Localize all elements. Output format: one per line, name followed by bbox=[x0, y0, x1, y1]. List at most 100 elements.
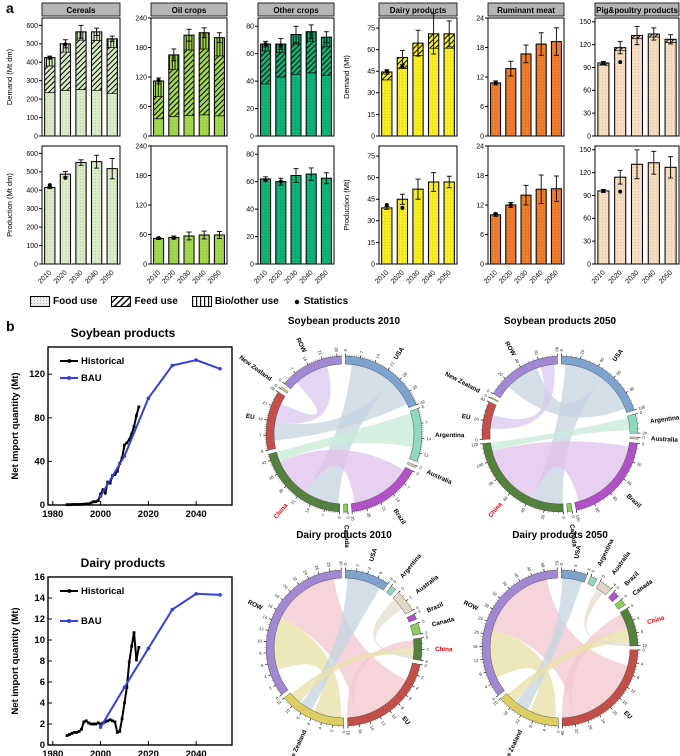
svg-text:2040: 2040 bbox=[641, 269, 657, 285]
svg-text:100: 100 bbox=[26, 243, 38, 250]
svg-text:0: 0 bbox=[341, 730, 346, 733]
legend-item-bio-other-use: Bio/other use bbox=[191, 296, 279, 307]
svg-text:18: 18 bbox=[274, 592, 281, 599]
svg-text:100: 100 bbox=[638, 404, 647, 411]
svg-text:China: China bbox=[487, 501, 504, 519]
chord-soybean-2010: Soybean products 2010 0 7 14 21 28 35 42 USA 0 7 1… bbox=[234, 316, 465, 548]
svg-text:0: 0 bbox=[274, 383, 279, 389]
legend-label: Statistics bbox=[303, 296, 349, 307]
svg-text:18: 18 bbox=[476, 173, 484, 180]
svg-text:2040: 2040 bbox=[84, 269, 100, 285]
svg-text:6: 6 bbox=[40, 677, 45, 688]
svg-text:28: 28 bbox=[401, 371, 408, 378]
svg-text:12: 12 bbox=[34, 614, 45, 625]
svg-text:21: 21 bbox=[389, 360, 396, 367]
svg-text:35: 35 bbox=[268, 474, 275, 481]
svg-text:0: 0 bbox=[559, 562, 564, 565]
svg-text:15: 15 bbox=[367, 112, 375, 119]
chord-title: Dairy products 2010 bbox=[296, 530, 392, 541]
svg-text:120: 120 bbox=[471, 442, 479, 448]
svg-text:Canada: Canada bbox=[632, 578, 655, 597]
svg-text:14: 14 bbox=[374, 352, 381, 359]
svg-text:Other crops: Other crops bbox=[273, 6, 319, 15]
svg-text:16: 16 bbox=[473, 644, 478, 649]
legend-item-statistics: Statistics bbox=[293, 296, 348, 307]
svg-text:44: 44 bbox=[526, 566, 533, 573]
svg-text:4: 4 bbox=[367, 566, 373, 570]
svg-text:0: 0 bbox=[371, 133, 375, 140]
svg-text:30: 30 bbox=[367, 90, 375, 97]
svg-text:14: 14 bbox=[304, 507, 311, 514]
svg-text:28: 28 bbox=[278, 487, 285, 494]
vertlines-swatch bbox=[191, 296, 212, 307]
panel-b-label: b bbox=[6, 318, 15, 334]
svg-text:20: 20 bbox=[282, 583, 289, 590]
svg-text:0: 0 bbox=[421, 618, 425, 624]
svg-text:21: 21 bbox=[262, 400, 269, 407]
cereals-column: Cereals 0 100 200 300 400 500 600 Demand (Mt dm)… bbox=[4, 2, 124, 294]
svg-text:2: 2 bbox=[355, 563, 360, 567]
svg-text:600: 600 bbox=[26, 151, 38, 158]
svg-text:2040: 2040 bbox=[421, 269, 437, 285]
svg-text:0: 0 bbox=[486, 388, 491, 394]
svg-text:New Zealand: New Zealand bbox=[238, 354, 273, 383]
svg-text:16: 16 bbox=[34, 572, 45, 583]
svg-text:2020: 2020 bbox=[138, 749, 159, 756]
svg-text:0: 0 bbox=[343, 348, 348, 351]
svg-text:2050: 2050 bbox=[437, 269, 453, 285]
svg-text:240: 240 bbox=[135, 143, 147, 150]
legend-label: Bio/other use bbox=[214, 296, 279, 307]
dairy-column: Dairy products 0 15 30 45 60 75 Demand (Mt) 0 15 3… bbox=[341, 2, 461, 294]
svg-text:28: 28 bbox=[366, 512, 372, 519]
svg-text:2020: 2020 bbox=[161, 269, 177, 285]
svg-text:75: 75 bbox=[367, 25, 375, 32]
svg-text:12: 12 bbox=[514, 717, 521, 724]
svg-text:20: 20 bbox=[474, 416, 480, 422]
svg-text:400: 400 bbox=[26, 60, 38, 67]
svg-text:Net import quantity (Mt): Net import quantity (Mt) bbox=[10, 372, 21, 479]
svg-text:2030: 2030 bbox=[405, 269, 421, 285]
svg-text:Brazil: Brazil bbox=[392, 508, 407, 526]
svg-text:0: 0 bbox=[590, 568, 596, 573]
svg-text:China: China bbox=[646, 614, 665, 626]
svg-text:8: 8 bbox=[528, 724, 534, 729]
svg-text:EU: EU bbox=[622, 710, 633, 721]
svg-text:ROW: ROW bbox=[247, 599, 264, 612]
svg-text:24: 24 bbox=[600, 718, 607, 725]
svg-text:200: 200 bbox=[26, 225, 38, 232]
svg-text:36: 36 bbox=[501, 580, 508, 587]
svg-text:80: 80 bbox=[488, 480, 495, 487]
svg-text:60: 60 bbox=[367, 175, 375, 182]
svg-text:30: 30 bbox=[583, 111, 591, 118]
svg-text:30: 30 bbox=[583, 239, 591, 246]
svg-text:28: 28 bbox=[587, 724, 594, 731]
svg-text:2020: 2020 bbox=[498, 269, 514, 285]
svg-text:16: 16 bbox=[502, 709, 509, 716]
svg-text:2010: 2010 bbox=[146, 269, 162, 285]
svg-text:0: 0 bbox=[630, 602, 635, 608]
svg-text:200: 200 bbox=[26, 97, 38, 104]
chord-title: Dairy products 2050 bbox=[512, 530, 608, 541]
svg-text:20: 20 bbox=[246, 106, 254, 113]
svg-text:4: 4 bbox=[264, 674, 269, 680]
svg-text:60: 60 bbox=[583, 216, 591, 223]
ruminant-meat-demand-chart: Ruminant meat 0 6 12 18 24 bbox=[476, 2, 565, 140]
svg-text:20: 20 bbox=[540, 514, 546, 520]
svg-text:240: 240 bbox=[135, 15, 147, 22]
svg-text:Oil crops: Oil crops bbox=[172, 6, 207, 15]
svg-text:7: 7 bbox=[259, 433, 262, 438]
svg-text:0: 0 bbox=[587, 133, 591, 140]
ruminant-meat-column: Ruminant meat 0 6 12 18 24 0 6 12 18 24 2010 2020 203… bbox=[464, 2, 568, 294]
legend-label: Food use bbox=[53, 296, 98, 307]
svg-text:8: 8 bbox=[295, 715, 301, 720]
svg-text:60: 60 bbox=[502, 495, 509, 502]
svg-text:4: 4 bbox=[541, 728, 546, 732]
svg-text:32: 32 bbox=[574, 728, 580, 734]
svg-text:80: 80 bbox=[554, 347, 559, 353]
svg-text:14: 14 bbox=[258, 416, 264, 422]
svg-text:8: 8 bbox=[400, 705, 406, 711]
svg-text:Production (Mt dm): Production (Mt dm) bbox=[5, 173, 14, 237]
svg-text:New Zealand: New Zealand bbox=[501, 729, 524, 756]
svg-text:Australia: Australia bbox=[414, 574, 440, 596]
